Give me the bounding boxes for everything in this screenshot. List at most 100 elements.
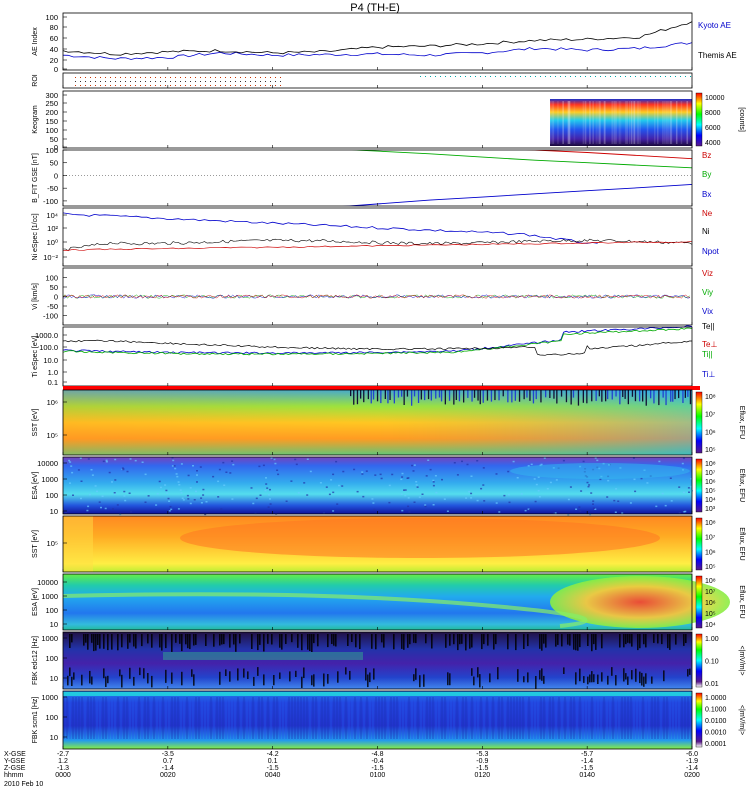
series-line <box>63 238 693 252</box>
spectrogram-speckle <box>362 495 365 498</box>
spectrogram-streak <box>624 390 626 399</box>
roi-dot <box>590 76 591 77</box>
keogram-streak <box>633 101 635 144</box>
series-line <box>62 327 693 356</box>
spectrogram-streak <box>665 390 667 406</box>
spectrogram-speckle <box>250 487 253 489</box>
spectrogram-streak <box>675 634 677 645</box>
roi-dot <box>205 77 206 78</box>
spectrogram-speckle <box>682 491 685 494</box>
y-tick-label: 1000 <box>41 634 58 643</box>
colorbar-tick-label: 10⁷ <box>705 470 716 477</box>
y-tick-label: 100.0 <box>39 343 58 352</box>
spectrogram-streak <box>402 697 404 739</box>
keogram-streak <box>573 101 576 144</box>
spectrogram-streak <box>192 697 194 739</box>
spectrogram-speckle <box>86 509 89 512</box>
spectrogram-streak <box>204 697 206 739</box>
spectrogram-streak <box>444 390 446 405</box>
panel-frame <box>62 149 693 207</box>
spectrogram-streak <box>489 673 491 683</box>
spectrogram-speckle <box>404 489 407 491</box>
spectrogram-speckle <box>670 500 673 502</box>
spectrogram-streak <box>622 390 624 397</box>
x-axis-value: 0.1 <box>268 758 278 765</box>
spectrogram-streak <box>107 675 109 684</box>
spectrogram-streak <box>631 634 633 647</box>
spectrogram-streak <box>294 697 296 739</box>
keogram-streak <box>629 101 631 144</box>
roi-dot <box>185 77 186 78</box>
y-tick-label: 100 <box>45 654 58 663</box>
spectrogram-speckle <box>104 507 107 510</box>
roi-dot <box>215 81 216 82</box>
roi-dot <box>215 77 216 78</box>
spectrogram-streak <box>102 697 104 739</box>
keogram-streak <box>670 101 673 144</box>
roi-dot <box>170 81 171 82</box>
spectrogram-streak <box>495 634 497 645</box>
legend-entry: Bx <box>702 190 711 199</box>
spectrogram-speckle <box>465 497 468 499</box>
spectrogram-speckle <box>158 480 161 483</box>
roi-dot <box>140 85 141 86</box>
spectrogram-streak <box>324 697 326 739</box>
spectrogram-streak <box>438 697 440 739</box>
roi-dot <box>170 77 171 78</box>
x-axis-value: -1.9 <box>686 758 698 765</box>
spectrogram-speckle <box>508 501 511 504</box>
spectrogram-speckle <box>175 473 178 475</box>
roi-dot <box>230 77 231 78</box>
spectrogram-speckle <box>114 479 117 481</box>
spectrogram-streak <box>627 390 629 405</box>
roi-dot <box>525 76 526 77</box>
spectrogram-speckle <box>168 510 171 512</box>
spectrogram-streak <box>273 675 275 686</box>
spectrogram-speckle <box>199 466 202 468</box>
roi-dot <box>280 85 281 86</box>
roi-dot <box>230 85 231 86</box>
spectrogram-speckle <box>594 457 597 459</box>
spectrogram-speckle <box>195 490 197 493</box>
spectrogram-speckle <box>72 494 74 496</box>
spectrogram-streak <box>372 390 375 400</box>
spectrogram-streak <box>365 667 367 681</box>
roi-dot <box>175 85 176 86</box>
spectrogram-streak <box>291 697 293 739</box>
spectrogram-streak <box>384 697 386 739</box>
spectrogram-speckle <box>262 464 265 467</box>
spectrogram-streak <box>413 390 416 397</box>
spectrogram-streak <box>381 697 383 739</box>
y-tick-label: 1000 <box>41 592 58 601</box>
spectrogram-speckle <box>567 498 570 501</box>
colorbar-tick-label: 10³ <box>705 506 716 513</box>
roi-dot <box>175 77 176 78</box>
spectrogram-streak <box>594 697 596 739</box>
roi-dot <box>180 77 181 78</box>
spectrogram-speckle <box>361 473 364 475</box>
x-axis-value: 0120 <box>475 772 491 779</box>
spectrogram-streak <box>522 697 524 739</box>
spectrogram-speckle <box>681 462 684 465</box>
spectrogram-streak <box>181 671 183 686</box>
spectrogram-speckle <box>582 460 585 463</box>
spectrogram-streak <box>229 671 231 682</box>
spectrogram-streak <box>363 697 365 739</box>
spectrogram-speckle <box>432 481 435 483</box>
spectrogram-streak <box>73 672 75 680</box>
spectrogram-speckle <box>596 459 599 462</box>
spectrogram-streak <box>313 634 315 644</box>
keogram-streak <box>667 101 669 144</box>
y-tick-label: 100 <box>45 491 58 500</box>
roi-dot <box>150 85 151 86</box>
spectrogram-streak <box>465 634 467 651</box>
colorbar-tick-label: 10⁴ <box>705 622 716 629</box>
spectrogram-streak <box>228 697 230 739</box>
roi-dot <box>260 85 261 86</box>
colorbar-label: Eflux, EFU <box>738 527 745 560</box>
spectrogram-streak <box>105 676 107 687</box>
colorbar-tick-label: 0.0100 <box>705 718 727 725</box>
spectrogram-speckle <box>621 512 624 514</box>
spectrogram-streak <box>335 634 337 647</box>
